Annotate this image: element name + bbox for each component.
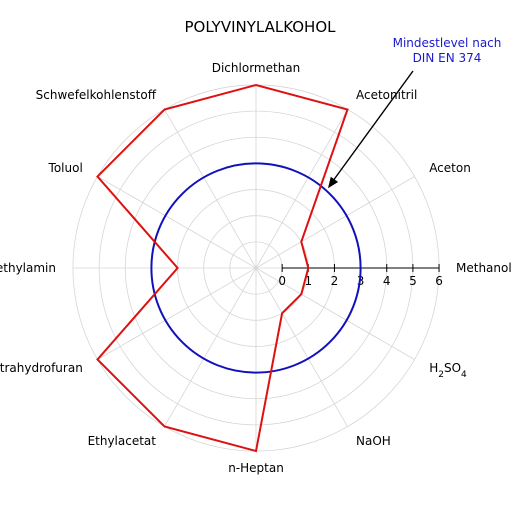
category-label: Toluol (48, 161, 83, 175)
grid-spoke (255, 267, 348, 427)
grid-spoke (255, 267, 415, 360)
category-label: Tetrahydrofuran (0, 361, 83, 375)
category-label: Methanol (456, 261, 512, 275)
category-label: Aceton (429, 161, 471, 175)
category-labels: Methanol Aceton Acetonitril Dichlormethan Sc… (0, 61, 512, 475)
grid-spoke (164, 267, 257, 427)
radial-tick-label: 0 (278, 274, 286, 288)
series-line (96, 83, 349, 453)
reference-label-line1: Mindestlevel nach (393, 36, 502, 50)
annotation-arrow-head (328, 176, 339, 189)
grid-spoke (97, 267, 257, 360)
grid-spoke (97, 176, 257, 269)
series-group (96, 83, 362, 453)
category-label: Schwefelkohlenstoff (36, 88, 157, 102)
category-label: H2SO4 (429, 361, 467, 380)
radial-tick-label: 6 (435, 274, 443, 288)
category-label: Ethylacetat (88, 434, 157, 448)
annotation-arrow-line (331, 70, 414, 183)
category-label: n-Heptan (228, 461, 284, 475)
grid-spoke (164, 109, 257, 269)
radial-tick-label: 2 (331, 274, 339, 288)
grid-spoke (255, 176, 415, 269)
category-label: NaOH (356, 434, 391, 448)
category-label: Acetonitril (356, 88, 417, 102)
category-label: Diethylamin (0, 261, 56, 275)
radial-tick-label: 4 (383, 274, 391, 288)
grid-spoke (255, 109, 348, 269)
reference-level-circle (150, 162, 362, 374)
category-label: Dichlormethan (212, 61, 301, 75)
reference-label-line2: DIN EN 374 (413, 51, 482, 65)
reference-annotation: Mindestlevel nach DIN EN 374 (328, 36, 502, 189)
chart-title: POLYVINYLALKOHOL (184, 18, 336, 36)
radial-tick-label: 5 (409, 274, 417, 288)
radial-tick-label: 1 (304, 274, 312, 288)
